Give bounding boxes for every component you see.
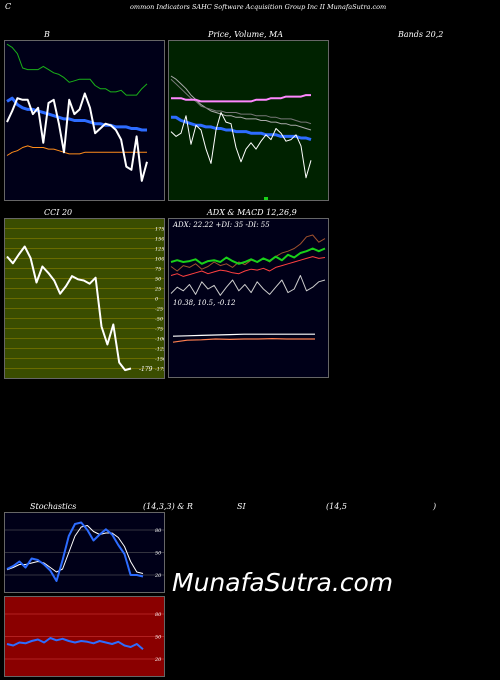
price-ma-long-1 xyxy=(170,75,312,131)
price-ma-label: Price, Volume, MA xyxy=(208,30,284,39)
adx-brown-line xyxy=(170,234,326,272)
cci-tick-label: 150 xyxy=(155,237,164,243)
rsi-panel: 80 50 20 xyxy=(4,596,165,677)
stoch-label-a: Stochastics xyxy=(30,502,77,511)
stochastics-svg: 80 50 20 xyxy=(5,521,164,582)
bollinger-lower-band xyxy=(6,145,147,156)
cci-tick-label: 175 xyxy=(155,227,164,233)
cci-tick-label: -50 xyxy=(155,317,164,323)
cci-tick-label: 25 xyxy=(154,287,161,293)
cci-current-value: -179 xyxy=(139,366,153,373)
cci-tick-label: 0 xyxy=(155,297,159,303)
adx-red-line xyxy=(170,256,326,277)
price-line xyxy=(170,112,312,179)
header-c-mark: C xyxy=(5,2,12,11)
macd-svg xyxy=(172,333,315,343)
price-ma-svg xyxy=(170,75,312,200)
stoch-label-d: (14,5 xyxy=(326,502,347,511)
macd-readout: 10.38, 10.5, -0.12 xyxy=(173,299,236,307)
cci-panel: 175 150 125 100 75 50 25 0 -25 -50 -75 -100 -125 -150… xyxy=(4,218,165,379)
brand-watermark: MunafaSutra.com xyxy=(172,568,394,597)
cci-tick-label: -125 xyxy=(155,347,164,353)
stochastics-panel: 80 50 20 xyxy=(4,512,165,593)
stoch-k-line xyxy=(6,521,144,582)
adx-readout: ADX: 22.22 +DI: 35 -DI: 55 xyxy=(173,221,270,229)
stoch-label-c: SI xyxy=(237,502,246,511)
price-ma-blue xyxy=(171,115,312,142)
adx-svg xyxy=(170,234,326,296)
cci-tick-label: 50 xyxy=(155,277,162,283)
macd-line xyxy=(172,337,315,343)
bollinger-panel xyxy=(4,40,165,201)
cci-tick-label: -100 xyxy=(155,337,164,343)
stoch-tick-label: 80 xyxy=(155,528,162,534)
cci-tick-label: -175 xyxy=(155,367,164,373)
adx-macd-label: ADX & MACD 12,26,9 xyxy=(207,208,297,217)
bollinger-label: B xyxy=(44,30,50,39)
bollinger-price-line xyxy=(6,92,148,182)
adx-green-line xyxy=(170,247,326,265)
stoch-tick-label: 20 xyxy=(154,573,162,579)
cci-line xyxy=(6,245,132,372)
price-ma-pink xyxy=(171,94,311,103)
cci-tick-label: 75 xyxy=(155,267,161,273)
rsi-tick-label: 80 xyxy=(155,612,162,618)
bollinger-upper-band xyxy=(6,43,148,96)
cci-tick-label: 125 xyxy=(155,247,164,253)
cci-label: CCI 20 xyxy=(44,208,73,217)
cci-tick-label: -75 xyxy=(155,327,163,333)
cci-svg: 175 150 125 100 75 50 25 0 -25 -50 -75 -100 -125 -150… xyxy=(5,227,164,373)
adx-panel: ADX: 22.22 +DI: 35 -DI: 55 xyxy=(168,218,329,299)
bollinger-svg xyxy=(6,43,148,182)
stoch-label-b: (14,3,3) & R xyxy=(143,502,193,511)
stoch-label-e: ) xyxy=(433,502,437,511)
rsi-line xyxy=(6,637,144,651)
rsi-svg: 80 50 20 xyxy=(5,612,164,663)
stoch-d-line xyxy=(6,525,144,574)
macd-signal-line xyxy=(172,333,315,337)
cci-tick-label: -25 xyxy=(155,307,163,313)
cci-tick-label: -150 xyxy=(155,357,164,363)
price-ma-panel xyxy=(168,40,329,201)
adx-gray-line xyxy=(170,275,326,296)
header-title: ommon Indicators SAHC Software Acquisiti… xyxy=(130,3,387,11)
macd-panel: 10.38, 10.5, -0.12 xyxy=(168,297,329,378)
volume-marker xyxy=(264,197,268,200)
cci-tick-label: 100 xyxy=(155,257,164,263)
bands-label: Bands 20,2 xyxy=(398,30,444,39)
rsi-tick-label: 20 xyxy=(154,657,162,663)
stoch-tick-label: 50 xyxy=(155,551,162,557)
rsi-tick-label: 50 xyxy=(155,635,162,641)
